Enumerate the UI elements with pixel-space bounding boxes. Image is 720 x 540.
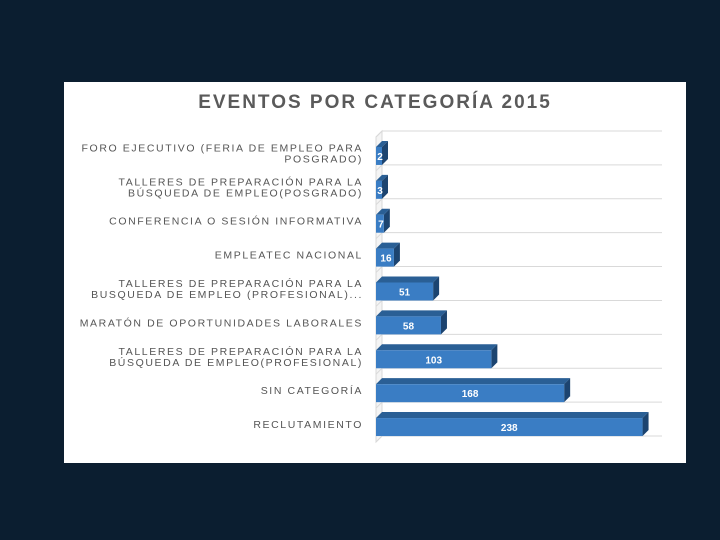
chart-title: EVENTOS POR CATEGORÍA 2015: [198, 92, 552, 113]
bar-top: [376, 344, 498, 351]
bar: [376, 146, 382, 165]
category-label: CONFERENCIA O SESIÓN INFORMATIVA: [109, 215, 363, 228]
bar-top: [376, 174, 388, 181]
category-label: FORO EJECUTIVO (FERIA DE EMPLEO PARA: [82, 142, 363, 154]
gridline-depth: [375, 130, 383, 138]
gridline-depth: [375, 401, 383, 409]
bar-chart: 2 FORO EJECUTIVO (FERIA DE EMPLEO PARAPOS…: [80, 129, 662, 444]
data-label: 168: [462, 389, 479, 400]
bar: [376, 418, 643, 437]
bar: [376, 180, 382, 199]
bar-side: [382, 174, 388, 199]
bar-side: [383, 208, 390, 233]
bar-side: [393, 242, 400, 267]
bar-top: [376, 242, 400, 249]
gridline-depth: [375, 435, 383, 443]
data-label: 2: [377, 152, 383, 163]
bar-top: [376, 276, 440, 283]
bar-top: [376, 208, 390, 215]
bar-side: [433, 276, 440, 301]
data-label: 16: [380, 254, 392, 265]
bar: [376, 350, 492, 369]
data-label: 103: [425, 355, 442, 366]
data-label: 58: [403, 321, 415, 332]
category-label: POSGRADO): [284, 153, 363, 165]
data-label: 51: [399, 288, 411, 299]
gridline-depth: [375, 266, 383, 273]
category-label: BÚSQUEDA DE EMPLEO(POSGRADO): [128, 186, 363, 199]
bar-top: [376, 378, 571, 385]
bar-side: [564, 378, 571, 403]
data-label: 3: [377, 186, 383, 197]
category-label: MARATÓN DE OPORTUNIDADES LABORALES: [80, 316, 363, 329]
gridline-depth: [375, 333, 383, 341]
bar-side: [642, 412, 649, 437]
category-label: TALLERES DE PREPARACIÓN PARA LA: [119, 175, 364, 188]
bar-side: [382, 140, 388, 165]
category-label: SIN CATEGORÍA: [261, 384, 363, 397]
bar-top: [376, 140, 388, 147]
category-label: TALLERES DE PREPARACIÓN PARA LA: [119, 277, 364, 290]
gridline-depth: [375, 164, 383, 172]
bar-top: [376, 412, 649, 419]
category-label: TALLERES DE PREPARACIÓN PARA LA: [119, 345, 364, 358]
data-label: 7: [378, 220, 384, 231]
category-label: RECLUTAMIENTO: [253, 419, 363, 431]
bar: [376, 214, 384, 233]
bar: [376, 384, 565, 403]
data-label: 238: [501, 423, 518, 434]
bar-side: [491, 344, 498, 369]
bar: [376, 282, 434, 301]
gridline-depth: [375, 367, 383, 375]
gridline-depth: [375, 300, 383, 307]
gridline-depth: [375, 232, 383, 240]
category-label: EMPLEATEC NACIONAL: [215, 250, 363, 262]
gridline-depth: [375, 198, 383, 206]
bar: [376, 248, 394, 267]
bar: [376, 316, 441, 335]
chart-card: EVENTOS POR CATEGORÍA 2015 2 FORO EJECUTI…: [64, 82, 686, 463]
bar-side: [440, 310, 447, 335]
category-label: BUSQUEDA DE EMPLEO (PROFESIONAL)...: [91, 289, 363, 301]
category-label: BÚSQUEDA DE EMPLEO(PROFESIONAL): [109, 356, 363, 369]
bar-top: [376, 310, 447, 317]
